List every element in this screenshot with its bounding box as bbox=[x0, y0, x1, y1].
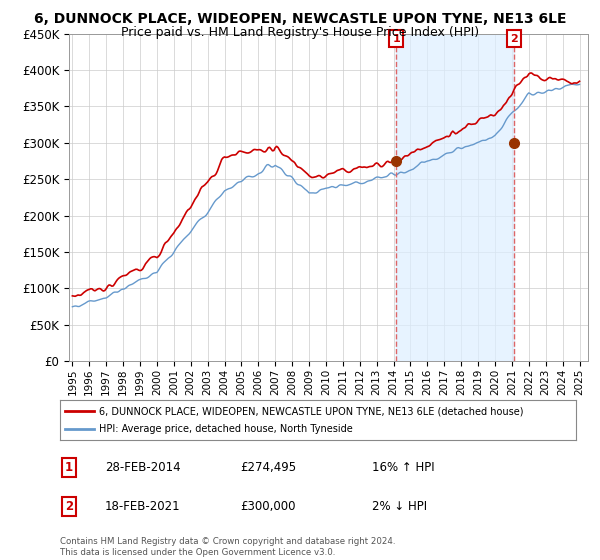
Text: Contains HM Land Registry data © Crown copyright and database right 2024.: Contains HM Land Registry data © Crown c… bbox=[60, 537, 395, 546]
Text: £274,495: £274,495 bbox=[240, 461, 296, 474]
Text: 2: 2 bbox=[65, 500, 73, 514]
Text: 18-FEB-2021: 18-FEB-2021 bbox=[105, 500, 181, 514]
Text: 6, DUNNOCK PLACE, WIDEOPEN, NEWCASTLE UPON TYNE, NE13 6LE (detached house): 6, DUNNOCK PLACE, WIDEOPEN, NEWCASTLE UP… bbox=[98, 407, 523, 417]
Text: 2% ↓ HPI: 2% ↓ HPI bbox=[372, 500, 427, 514]
Text: Price paid vs. HM Land Registry's House Price Index (HPI): Price paid vs. HM Land Registry's House … bbox=[121, 26, 479, 39]
Text: This data is licensed under the Open Government Licence v3.0.: This data is licensed under the Open Gov… bbox=[60, 548, 335, 557]
Bar bbox=[396, 34, 514, 361]
Text: 6, DUNNOCK PLACE, WIDEOPEN, NEWCASTLE UPON TYNE, NE13 6LE: 6, DUNNOCK PLACE, WIDEOPEN, NEWCASTLE UP… bbox=[34, 12, 566, 26]
Text: HPI: Average price, detached house, North Tyneside: HPI: Average price, detached house, Nort… bbox=[98, 423, 352, 433]
Text: 1: 1 bbox=[65, 461, 73, 474]
Text: 16% ↑ HPI: 16% ↑ HPI bbox=[372, 461, 434, 474]
Text: 1: 1 bbox=[392, 34, 400, 44]
Text: 2: 2 bbox=[510, 34, 518, 44]
Text: 28-FEB-2014: 28-FEB-2014 bbox=[105, 461, 181, 474]
Text: £300,000: £300,000 bbox=[240, 500, 296, 514]
